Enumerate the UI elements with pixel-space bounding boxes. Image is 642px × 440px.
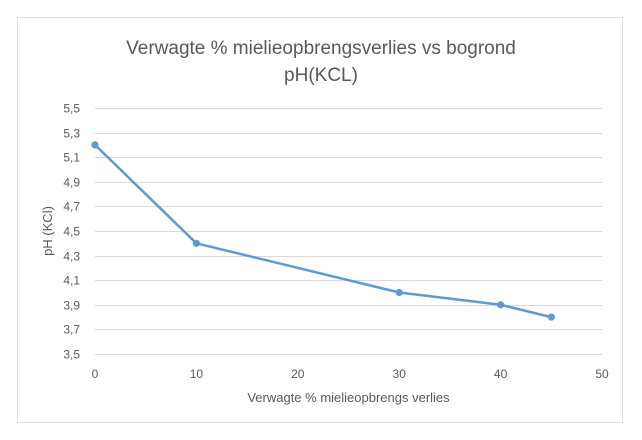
y-tick-label: 5,5 (63, 102, 80, 116)
gridlines (95, 108, 602, 355)
data-point (395, 288, 403, 297)
chart-title-line-1: Verwagte % mielieopbrengsverlies vs bogr… (126, 38, 516, 59)
x-tick-label: 20 (291, 367, 305, 381)
y-tick-label: 4,1 (63, 274, 80, 288)
y-tick-label: 5,1 (63, 151, 80, 165)
y-tick-label: 4,5 (63, 225, 80, 239)
x-tick-label: 30 (393, 367, 407, 381)
data-point (547, 313, 555, 321)
x-tick-label: 50 (595, 367, 609, 381)
y-axis-label: pH (KCl) (40, 206, 55, 256)
x-tick-label: 0 (92, 367, 99, 381)
y-tick-label: 4,3 (63, 250, 80, 264)
series (91, 141, 555, 321)
x-tick-label: 40 (494, 367, 508, 381)
y-axis-ticks: 3,5 3,7 3,9 4,1 4,3 4,5 4,7 4,9 5,1 5,3 5,5 (63, 102, 80, 362)
chart-title-line-2: pH(KCL) (284, 65, 358, 86)
y-tick-label: 3,5 (63, 348, 80, 362)
x-tick-label: 10 (190, 367, 204, 381)
y-tick-label: 4,7 (63, 200, 80, 214)
data-point (192, 239, 200, 247)
y-tick-label: 3,9 (63, 299, 80, 313)
chart-area (17, 17, 623, 423)
chart-title: Verwagte % mielieopbrengsverlies vs bogr… (0, 35, 642, 89)
y-tick-label: 3,7 (63, 323, 80, 337)
x-axis-ticks: 0 10 20 30 40 50 (92, 367, 609, 381)
y-tick-label: 4,9 (63, 176, 80, 190)
y-tick-label: 5,3 (63, 127, 80, 141)
data-point (91, 141, 99, 149)
data-point (497, 301, 505, 309)
x-axis-label: Verwagte % mielieopbrengs verlies (247, 390, 450, 405)
